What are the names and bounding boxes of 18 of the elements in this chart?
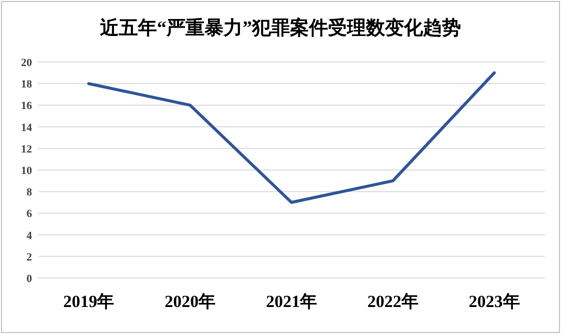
- x-tick-label: 2021年: [266, 292, 317, 311]
- y-tick-label: 12: [21, 143, 32, 156]
- y-tick-label: 18: [21, 78, 32, 91]
- y-tick-label: 0: [26, 273, 32, 285]
- x-tick-label: 2019年: [63, 292, 114, 311]
- chart-title: 近五年“严重暴力”犯罪案件受理数变化趋势: [99, 17, 461, 39]
- y-tick-label: 20: [21, 57, 32, 69]
- y-tick-label: 4: [26, 230, 32, 242]
- y-tick-label: 14: [21, 122, 32, 134]
- x-tick-label: 2020年: [164, 292, 216, 311]
- y-tick-label: 10: [21, 165, 32, 177]
- y-tick-label: 16: [21, 100, 32, 112]
- line-series: [87, 71, 496, 204]
- y-tick-label: 8: [26, 186, 32, 199]
- y-tick-label: 6: [26, 208, 32, 220]
- x-tick-label: 2023年: [468, 292, 520, 311]
- x-tick-label: 2022年: [367, 292, 418, 311]
- y-tick-label: 2: [26, 251, 32, 264]
